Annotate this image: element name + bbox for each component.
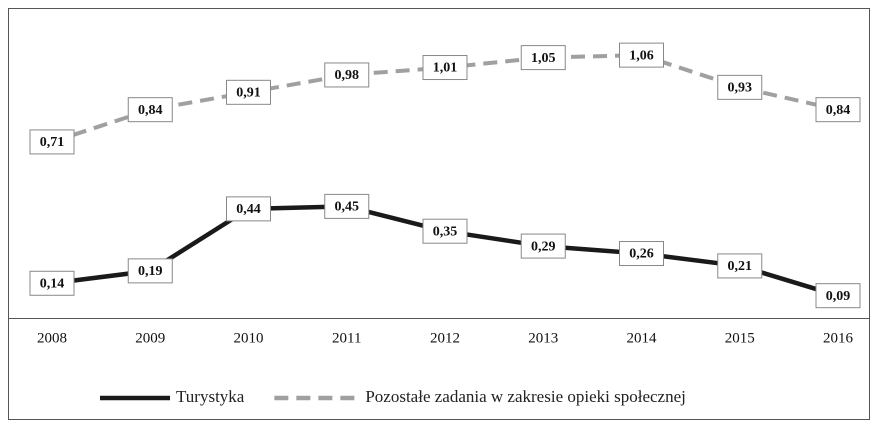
label-box <box>226 79 271 105</box>
data-label: 0,93 <box>728 81 753 96</box>
data-label: 0,19 <box>138 264 163 279</box>
label-box <box>717 253 763 279</box>
x-tick-label: 2009 <box>135 330 165 346</box>
label-box <box>127 258 173 284</box>
data-label: 1,01 <box>433 61 458 76</box>
label-box <box>29 270 75 296</box>
data-label: 0,98 <box>335 68 360 83</box>
data-label: 0,71 <box>40 135 65 150</box>
data-label: 0,91 <box>236 86 261 101</box>
frame <box>8 8 870 420</box>
x-tick-label: 2008 <box>37 330 67 346</box>
data-label: 0,14 <box>40 276 65 291</box>
data-label: 0,84 <box>826 103 851 118</box>
label-box <box>815 97 861 123</box>
data-label: 0,26 <box>629 247 654 262</box>
label-box <box>619 241 664 267</box>
label-box <box>324 62 370 88</box>
label-box <box>717 74 763 100</box>
x-tick-label: 2015 <box>725 330 755 346</box>
data-label: 0,84 <box>138 103 163 118</box>
label-box <box>29 129 75 155</box>
label-box <box>226 196 271 222</box>
label-box <box>127 97 173 123</box>
x-tick-label: 2010 <box>234 330 264 346</box>
data-label: 0,29 <box>531 239 556 254</box>
x-tick-label: 2011 <box>332 330 361 346</box>
data-label: 1,05 <box>531 51 556 66</box>
data-label: 0,21 <box>728 259 753 274</box>
label-box <box>520 45 566 71</box>
x-tick-label: 2014 <box>627 330 658 346</box>
data-label: 0,44 <box>236 202 261 217</box>
legend-label: Turystyka <box>176 387 245 406</box>
data-label: 0,35 <box>433 224 458 239</box>
label-box <box>422 218 468 244</box>
x-tick-label: 2016 <box>823 330 854 346</box>
label-box <box>815 283 861 309</box>
data-label: 0,45 <box>335 200 360 215</box>
data-label: 0,09 <box>826 289 851 304</box>
label-box <box>422 55 468 81</box>
data-label: 1,06 <box>629 48 654 63</box>
label-box <box>520 233 566 259</box>
x-tick-label: 2012 <box>430 330 460 346</box>
label-box <box>619 42 664 68</box>
x-tick-label: 2013 <box>528 330 558 346</box>
label-box <box>324 193 370 219</box>
legend-label: Pozostałe zadania w zakresie opieki społ… <box>365 387 686 406</box>
